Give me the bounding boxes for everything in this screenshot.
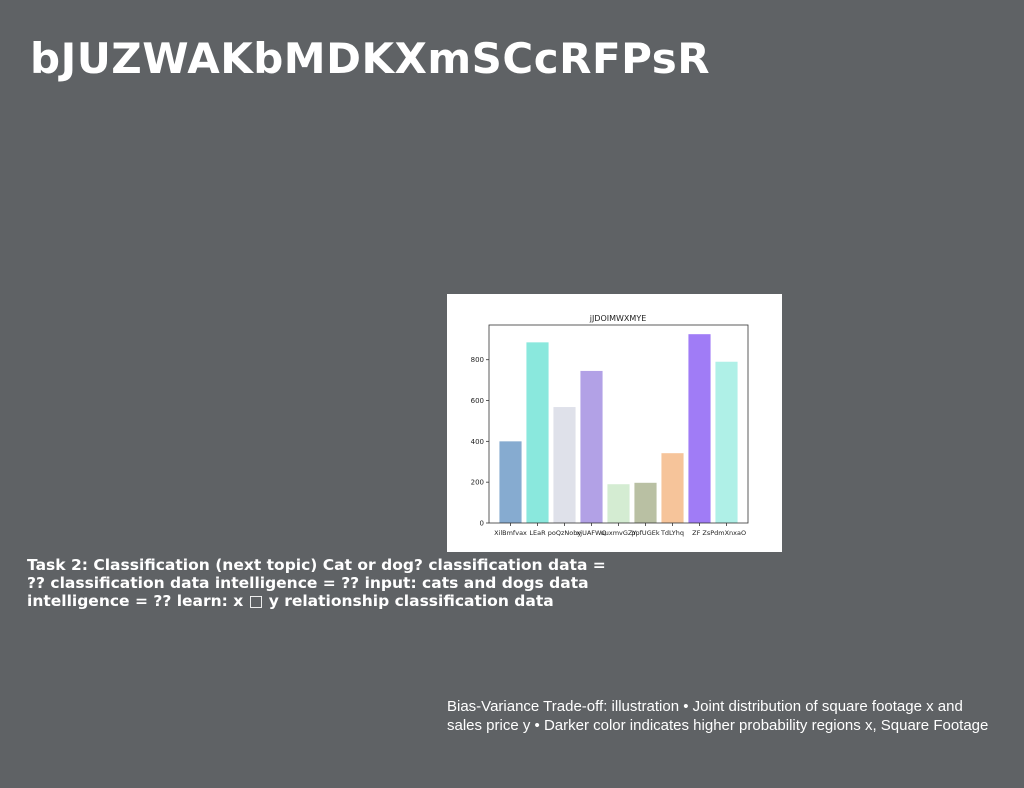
y-tick-label: 0 xyxy=(480,520,484,528)
x-tick-label: xjUAFWQ xyxy=(576,529,606,537)
task-description: Task 2: Classification (next topic) Cat … xyxy=(27,556,606,610)
x-tick-label: uuxmvGZY xyxy=(601,529,637,537)
bar-8 xyxy=(715,361,738,523)
x-tick-label: XilBmfvax xyxy=(494,529,527,537)
slide-title: bJUZWAKbMDKXmSCcRFPsR xyxy=(30,34,711,83)
bar-7 xyxy=(688,334,711,523)
y-tick-label: 400 xyxy=(471,438,484,446)
y-tick-label: 600 xyxy=(471,397,484,405)
x-axis: XilBmfvax LEaR poQzNobyxjUAFWQuuxmvGZYppfU… xyxy=(494,523,746,537)
caption-line-2: sales price y • Darker color indicates h… xyxy=(447,717,989,734)
y-tick-label: 200 xyxy=(471,479,484,487)
y-axis: 0 200 400 600 800 xyxy=(471,356,489,528)
bar-2 xyxy=(553,407,576,523)
caption-line-1: Bias-Variance Trade-off: illustration • … xyxy=(447,698,963,715)
x-tick-label: ZF Z xyxy=(692,529,707,537)
bar-5 xyxy=(634,482,657,523)
x-tick-label: LEaR xyxy=(529,529,546,537)
caption: Bias-Variance Trade-off: illustration • … xyxy=(447,697,1024,735)
plot-area-frame xyxy=(488,324,749,524)
x-tick-label: TdLYhq xyxy=(660,529,684,537)
bar-6 xyxy=(661,453,684,523)
bar-3 xyxy=(580,370,603,523)
x-tick-label: sPdmXnxaO xyxy=(707,529,746,537)
bar-0 xyxy=(499,441,522,523)
x-tick-label: ppfUGEk xyxy=(631,529,659,537)
x-tick-label: poQzNoby xyxy=(548,529,582,537)
chart-title: jJDOIMWXMYE xyxy=(589,314,647,323)
bar-1 xyxy=(526,342,549,523)
bars-layer xyxy=(499,334,738,523)
bar-4 xyxy=(607,484,630,523)
bar-chart: jJDOIMWXMYE 0 200 400 600 800 XilBmfvax LEaR p… xyxy=(447,294,782,552)
y-tick-label: 800 xyxy=(471,356,484,364)
